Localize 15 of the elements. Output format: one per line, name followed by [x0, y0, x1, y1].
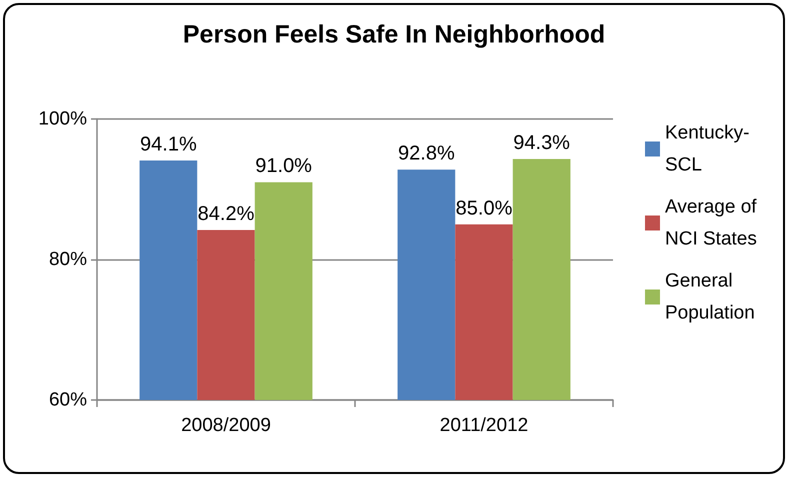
- y-tick-label: 80%: [48, 249, 88, 270]
- data-label: 84.2%: [198, 202, 255, 225]
- chart-title: Person Feels Safe In Neighborhood: [182, 20, 606, 48]
- data-label: 94.3%: [513, 132, 570, 154]
- data-label: 91.0%: [255, 155, 312, 178]
- data-label: 85.0%: [456, 197, 513, 220]
- x-tick-label: 2011/2012: [440, 415, 528, 436]
- legend-label: General Population: [665, 270, 755, 324]
- data-label: 94.1%: [140, 133, 197, 156]
- y-tick-label: 60%: [48, 390, 88, 410]
- legend-label: Kentucky-SCL: [665, 122, 750, 176]
- data-label: 92.8%: [398, 142, 455, 165]
- x-tick-label: 2008/2009: [181, 415, 271, 436]
- legend-label: Average of NCI States: [665, 196, 758, 250]
- y-tick-label: 100%: [38, 108, 88, 130]
